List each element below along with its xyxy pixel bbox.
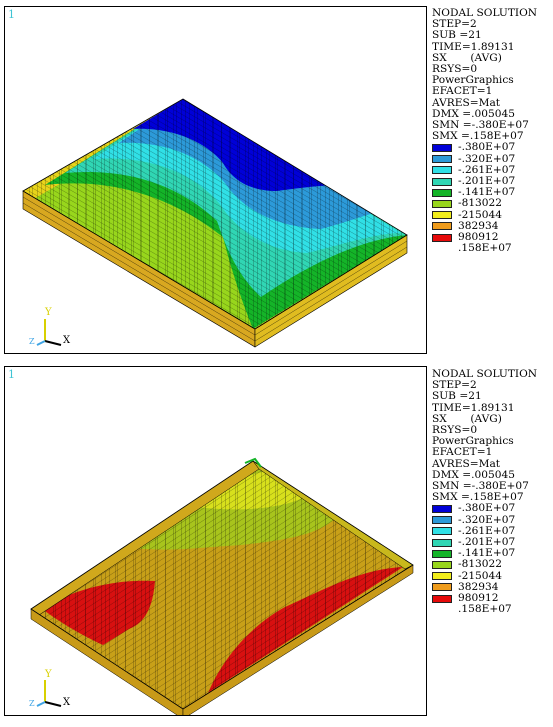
swatch [432,222,452,231]
legend-entry: -215044 [432,208,550,221]
legend-entry: 980912 [432,591,550,604]
info-line: AVRES=Mat [432,96,501,109]
swatch [432,199,452,208]
legend-value: 980912 [458,230,499,243]
swatch [432,538,452,547]
info-line: SX (AVG) [432,412,502,425]
swatch [432,166,452,175]
legend-entry: -.320E+07 [432,152,550,165]
info-line: RSYS=0 [432,424,478,437]
legend-value: -.320E+07 [458,152,516,165]
legend-entry: -.201E+07 [432,536,550,548]
info-line: SUB =21 [432,390,482,403]
triad-z-label: Z [29,337,35,346]
contour-plot-bottom[interactable] [5,367,426,715]
info-line: TIME=1.89131 [432,40,515,53]
swatch [432,594,452,603]
legend-value: 382934 [458,219,499,232]
legend-bottom: NODAL SOLUTION STEP=2 SUB =21 TIME=1.891… [432,368,550,616]
info-line: NODAL SOLUTION [432,7,538,19]
legend-entry: -.261E+07 [432,163,550,176]
triad-y-label: Y [45,669,52,680]
swatch [432,572,452,581]
info-line: RSYS=0 [432,63,478,76]
legend-value: -.201E+07 [458,175,516,187]
legend-entry: -.201E+07 [432,175,550,187]
legend-value: -.320E+07 [458,513,516,526]
swatch [432,549,452,558]
swatch [432,505,452,514]
info-line: STEP=2 [432,18,477,31]
legend-entry: 382934 [432,580,550,593]
legend-value: -.141E+07 [458,547,516,560]
legend-value: -.380E+07 [458,141,516,154]
info-line: SUB =21 [432,29,482,42]
info-line: EFACET=1 [432,446,493,459]
legend-value: -215044 [458,208,503,221]
coordinate-triad [36,319,62,346]
legend-entry: -.320E+07 [432,513,550,526]
legend-value: -813022 [458,558,503,571]
top-mesh-b [23,99,407,329]
info-line: PowerGraphics [432,74,514,87]
info-line: PowerGraphics [432,435,514,448]
triad-y-label: Y [45,307,52,318]
legend-entry: -.141E+07 [432,547,550,560]
swatch [432,516,452,525]
swatch [432,177,452,186]
info-line: SX (AVG) [432,51,502,64]
legend-value: -.380E+07 [458,502,516,515]
swatch [432,155,452,164]
legend-value: -.261E+07 [458,524,516,537]
legend-value: 382934 [458,580,499,593]
triad-x-label: X [63,697,71,708]
swatch [432,583,452,592]
legend-entry: -215044 [432,569,550,582]
info-line: AVRES=Mat [432,457,501,470]
legend-value: -813022 [458,197,503,210]
info-line: SMN =-.380E+07 [432,480,529,493]
legend-value: -.261E+07 [458,163,516,176]
contour-plot-top[interactable] [5,7,426,353]
legend-value-max: .158E+07 [458,242,512,255]
legend-entry: -.380E+07 [432,503,550,514]
window-number: 1 [8,368,15,381]
info-line: SMX =.158E+07 [432,491,524,504]
swatch [432,560,452,569]
swatch [432,527,452,536]
graphics-window-top[interactable]: 1 [4,6,427,354]
legend-value: -215044 [458,569,503,582]
legend-entry: -.141E+07 [432,186,550,199]
legend-top: NODAL SOLUTION STEP=2 SUB =21 TIME=1.891… [432,7,550,255]
swatch [432,188,452,197]
legend-entry: 980912 [432,230,550,243]
swatch [432,211,452,220]
legend-entry: -.380E+07 [432,142,550,153]
graphics-window-bottom[interactable]: 1 [4,366,427,716]
legend-entry: -.261E+07 [432,524,550,537]
info-line: SMN =-.380E+07 [432,119,529,132]
swatch [432,144,452,153]
info-line: SMX =.158E+07 [432,130,524,143]
info-line: STEP=2 [432,379,477,392]
legend-value: -.201E+07 [458,536,516,548]
legend-value: -.141E+07 [458,186,516,199]
info-line: TIME=1.89131 [432,401,515,414]
info-line: NODAL SOLUTION [432,368,538,380]
floor-mesh-b [31,461,413,709]
legend-entry: 382934 [432,219,550,232]
coordinate-triad [36,680,62,707]
window-number: 1 [8,8,15,21]
legend-value: 980912 [458,591,499,604]
legend-entry: -813022 [432,198,550,209]
legend-value-max: .158E+07 [458,603,512,616]
triad-z-label: Z [29,699,35,708]
swatch [432,233,452,242]
info-line: DMX =.005045 [432,107,515,120]
info-line: DMX =.005045 [432,468,515,481]
legend-entry: -813022 [432,559,550,570]
triad-x-label: X [63,335,71,346]
info-line: EFACET=1 [432,85,493,98]
